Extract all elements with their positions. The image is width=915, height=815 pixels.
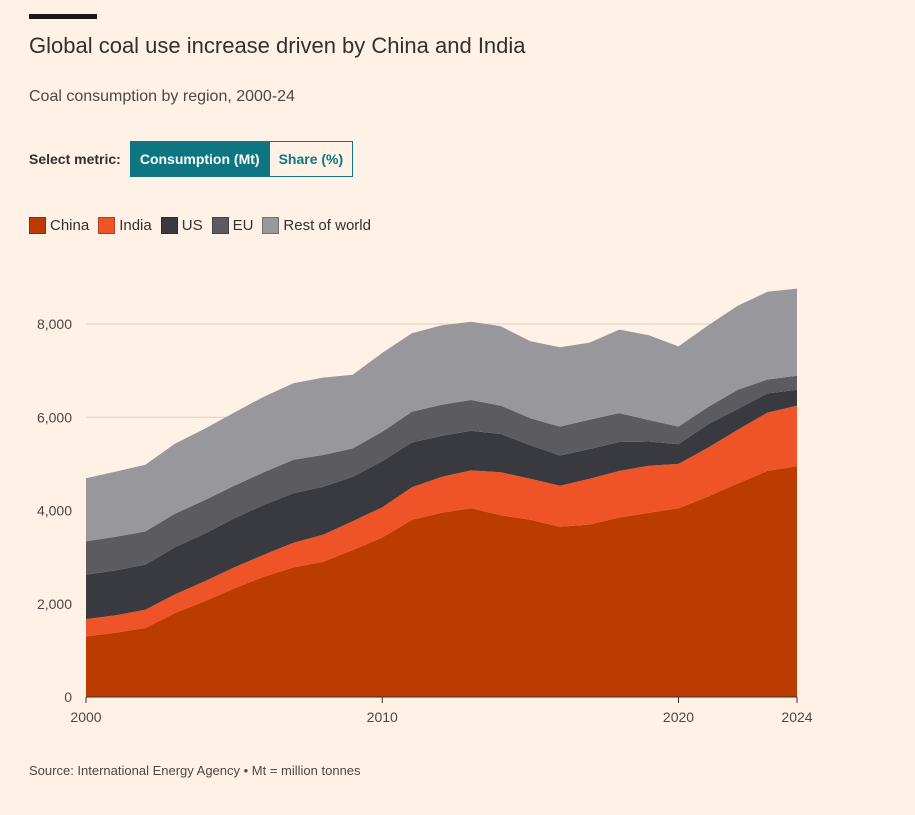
x-tick-label: 2024 xyxy=(781,709,812,725)
y-tick-label: 8,000 xyxy=(37,316,72,332)
share-metric-button[interactable]: Share (%) xyxy=(268,142,353,176)
legend-swatch-india xyxy=(98,217,116,234)
x-tick-label: 2020 xyxy=(663,709,694,725)
y-tick-label: 4,000 xyxy=(37,503,72,519)
chart-subtitle: Coal consumption by region, 2000-24 xyxy=(29,88,295,105)
area-rest-of-world xyxy=(86,288,797,542)
area-eu xyxy=(86,375,797,575)
y-tick-label: 0 xyxy=(64,689,72,705)
area-india xyxy=(86,405,797,637)
legend-swatch-china xyxy=(29,217,46,234)
legend: China India US EU Rest of world xyxy=(29,217,380,234)
legend-item-eu: EU xyxy=(211,217,254,234)
x-tick-label: 2000 xyxy=(70,709,101,725)
legend-label-china: China xyxy=(50,217,90,234)
legend-label-eu: EU xyxy=(232,217,254,234)
metric-selector-label: Select metric: xyxy=(29,151,121,167)
source-note: Source: International Energy Agency • Mt… xyxy=(29,763,361,778)
legend-item-china: China xyxy=(29,217,89,234)
y-tick-label: 6,000 xyxy=(37,409,72,425)
legend-item-rest-of-world: Rest of world xyxy=(262,217,371,234)
legend-label-us: US xyxy=(181,217,203,234)
legend-label-rest-of-world: Rest of world xyxy=(283,217,371,234)
metric-selector: Select metric: Consumption (Mt) Share (%… xyxy=(29,141,354,177)
y-tick-label: 2,000 xyxy=(37,596,72,612)
chart-title: Global coal use increase driven by China… xyxy=(29,33,526,58)
top-rule xyxy=(29,14,97,19)
consumption-metric-button[interactable]: Consumption (Mt) xyxy=(130,142,269,176)
legend-swatch-eu xyxy=(211,217,229,234)
legend-swatch-us xyxy=(160,217,178,234)
legend-item-us: US xyxy=(160,217,203,234)
legend-swatch-rest-of-world xyxy=(262,217,280,234)
area-us xyxy=(86,389,797,620)
area-china xyxy=(86,466,797,697)
legend-label-india: India xyxy=(119,217,152,234)
metric-toggle-group: Consumption (Mt) Share (%) xyxy=(129,141,354,177)
x-tick-label: 2010 xyxy=(367,709,398,725)
legend-item-india: India xyxy=(98,217,152,234)
